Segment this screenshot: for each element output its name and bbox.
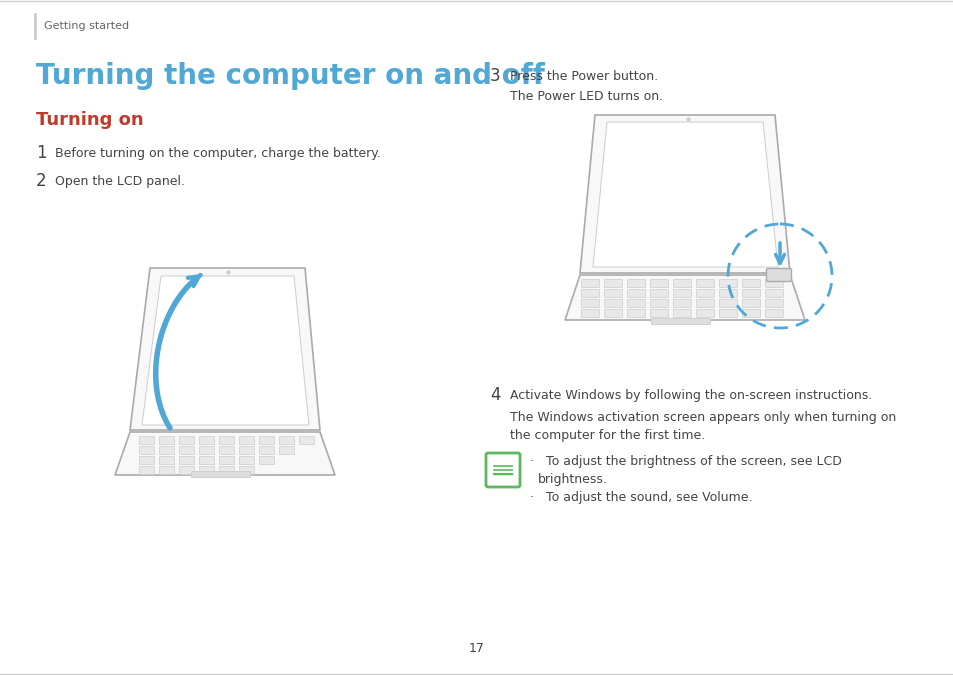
FancyBboxPatch shape — [159, 456, 174, 464]
FancyBboxPatch shape — [581, 279, 598, 288]
FancyBboxPatch shape — [139, 466, 154, 475]
FancyBboxPatch shape — [192, 472, 251, 477]
Text: 1: 1 — [36, 144, 47, 162]
FancyBboxPatch shape — [239, 466, 254, 475]
FancyBboxPatch shape — [239, 456, 254, 464]
FancyBboxPatch shape — [239, 437, 254, 445]
FancyBboxPatch shape — [764, 290, 782, 298]
FancyBboxPatch shape — [764, 300, 782, 308]
FancyBboxPatch shape — [650, 279, 668, 288]
FancyBboxPatch shape — [764, 310, 782, 317]
FancyBboxPatch shape — [719, 290, 737, 298]
FancyBboxPatch shape — [279, 437, 294, 445]
Text: Before turning on the computer, charge the battery.: Before turning on the computer, charge t… — [55, 146, 380, 159]
FancyBboxPatch shape — [741, 300, 760, 308]
FancyBboxPatch shape — [219, 466, 234, 475]
FancyBboxPatch shape — [219, 446, 234, 454]
FancyBboxPatch shape — [199, 466, 214, 475]
Polygon shape — [130, 268, 319, 430]
Polygon shape — [564, 275, 804, 320]
Text: The Windows activation screen appears only when turning on: The Windows activation screen appears on… — [510, 412, 895, 425]
FancyBboxPatch shape — [239, 446, 254, 454]
FancyBboxPatch shape — [199, 437, 214, 445]
Text: The Power LED turns on.: The Power LED turns on. — [510, 90, 662, 103]
FancyBboxPatch shape — [159, 437, 174, 445]
FancyBboxPatch shape — [259, 446, 274, 454]
FancyBboxPatch shape — [741, 279, 760, 288]
FancyBboxPatch shape — [741, 310, 760, 317]
FancyBboxPatch shape — [199, 446, 214, 454]
FancyBboxPatch shape — [159, 466, 174, 475]
Text: ·   To adjust the sound, see Volume.: · To adjust the sound, see Volume. — [530, 491, 752, 504]
FancyBboxPatch shape — [627, 310, 645, 317]
FancyBboxPatch shape — [765, 269, 791, 281]
Polygon shape — [115, 432, 335, 475]
FancyBboxPatch shape — [627, 279, 645, 288]
FancyBboxPatch shape — [259, 437, 274, 445]
Text: the computer for the first time.: the computer for the first time. — [510, 429, 704, 443]
FancyBboxPatch shape — [581, 310, 598, 317]
Text: Open the LCD panel.: Open the LCD panel. — [55, 175, 185, 188]
FancyBboxPatch shape — [696, 279, 714, 288]
Text: brightness.: brightness. — [537, 472, 607, 485]
Text: Activate Windows by following the on-screen instructions.: Activate Windows by following the on-scr… — [510, 389, 871, 402]
Text: 3: 3 — [490, 67, 500, 85]
Text: 2: 2 — [36, 172, 47, 190]
FancyBboxPatch shape — [139, 456, 154, 464]
FancyBboxPatch shape — [139, 446, 154, 454]
FancyBboxPatch shape — [179, 437, 194, 445]
Text: Turning on: Turning on — [36, 111, 144, 129]
FancyBboxPatch shape — [159, 446, 174, 454]
FancyBboxPatch shape — [219, 437, 234, 445]
Polygon shape — [593, 122, 778, 267]
FancyBboxPatch shape — [604, 290, 622, 298]
FancyBboxPatch shape — [581, 300, 598, 308]
FancyBboxPatch shape — [219, 456, 234, 464]
Text: Turning the computer on and off: Turning the computer on and off — [36, 62, 544, 90]
FancyBboxPatch shape — [485, 453, 519, 487]
FancyBboxPatch shape — [581, 290, 598, 298]
FancyBboxPatch shape — [719, 300, 737, 308]
FancyBboxPatch shape — [604, 300, 622, 308]
FancyBboxPatch shape — [696, 310, 714, 317]
FancyBboxPatch shape — [627, 290, 645, 298]
Text: 17: 17 — [469, 641, 484, 655]
Text: Press the Power button.: Press the Power button. — [510, 70, 658, 82]
FancyBboxPatch shape — [179, 466, 194, 475]
FancyBboxPatch shape — [259, 456, 274, 464]
FancyBboxPatch shape — [299, 437, 314, 445]
FancyBboxPatch shape — [741, 290, 760, 298]
FancyBboxPatch shape — [673, 279, 691, 288]
FancyBboxPatch shape — [650, 300, 668, 308]
FancyBboxPatch shape — [604, 310, 622, 317]
FancyBboxPatch shape — [650, 290, 668, 298]
FancyBboxPatch shape — [673, 290, 691, 298]
FancyBboxPatch shape — [719, 279, 737, 288]
FancyBboxPatch shape — [650, 310, 668, 317]
FancyBboxPatch shape — [673, 310, 691, 317]
Text: Getting started: Getting started — [44, 21, 129, 31]
Polygon shape — [142, 276, 309, 425]
FancyBboxPatch shape — [604, 279, 622, 288]
FancyBboxPatch shape — [696, 300, 714, 308]
FancyBboxPatch shape — [673, 300, 691, 308]
FancyBboxPatch shape — [179, 456, 194, 464]
FancyBboxPatch shape — [179, 446, 194, 454]
Text: 4: 4 — [490, 386, 500, 404]
FancyBboxPatch shape — [627, 300, 645, 308]
FancyBboxPatch shape — [279, 446, 294, 454]
FancyBboxPatch shape — [139, 437, 154, 445]
FancyBboxPatch shape — [696, 290, 714, 298]
FancyBboxPatch shape — [651, 319, 710, 325]
Polygon shape — [579, 115, 789, 273]
FancyBboxPatch shape — [719, 310, 737, 317]
FancyBboxPatch shape — [199, 456, 214, 464]
Text: ·   To adjust the brightness of the screen, see LCD: · To adjust the brightness of the screen… — [530, 456, 841, 468]
FancyBboxPatch shape — [764, 279, 782, 288]
